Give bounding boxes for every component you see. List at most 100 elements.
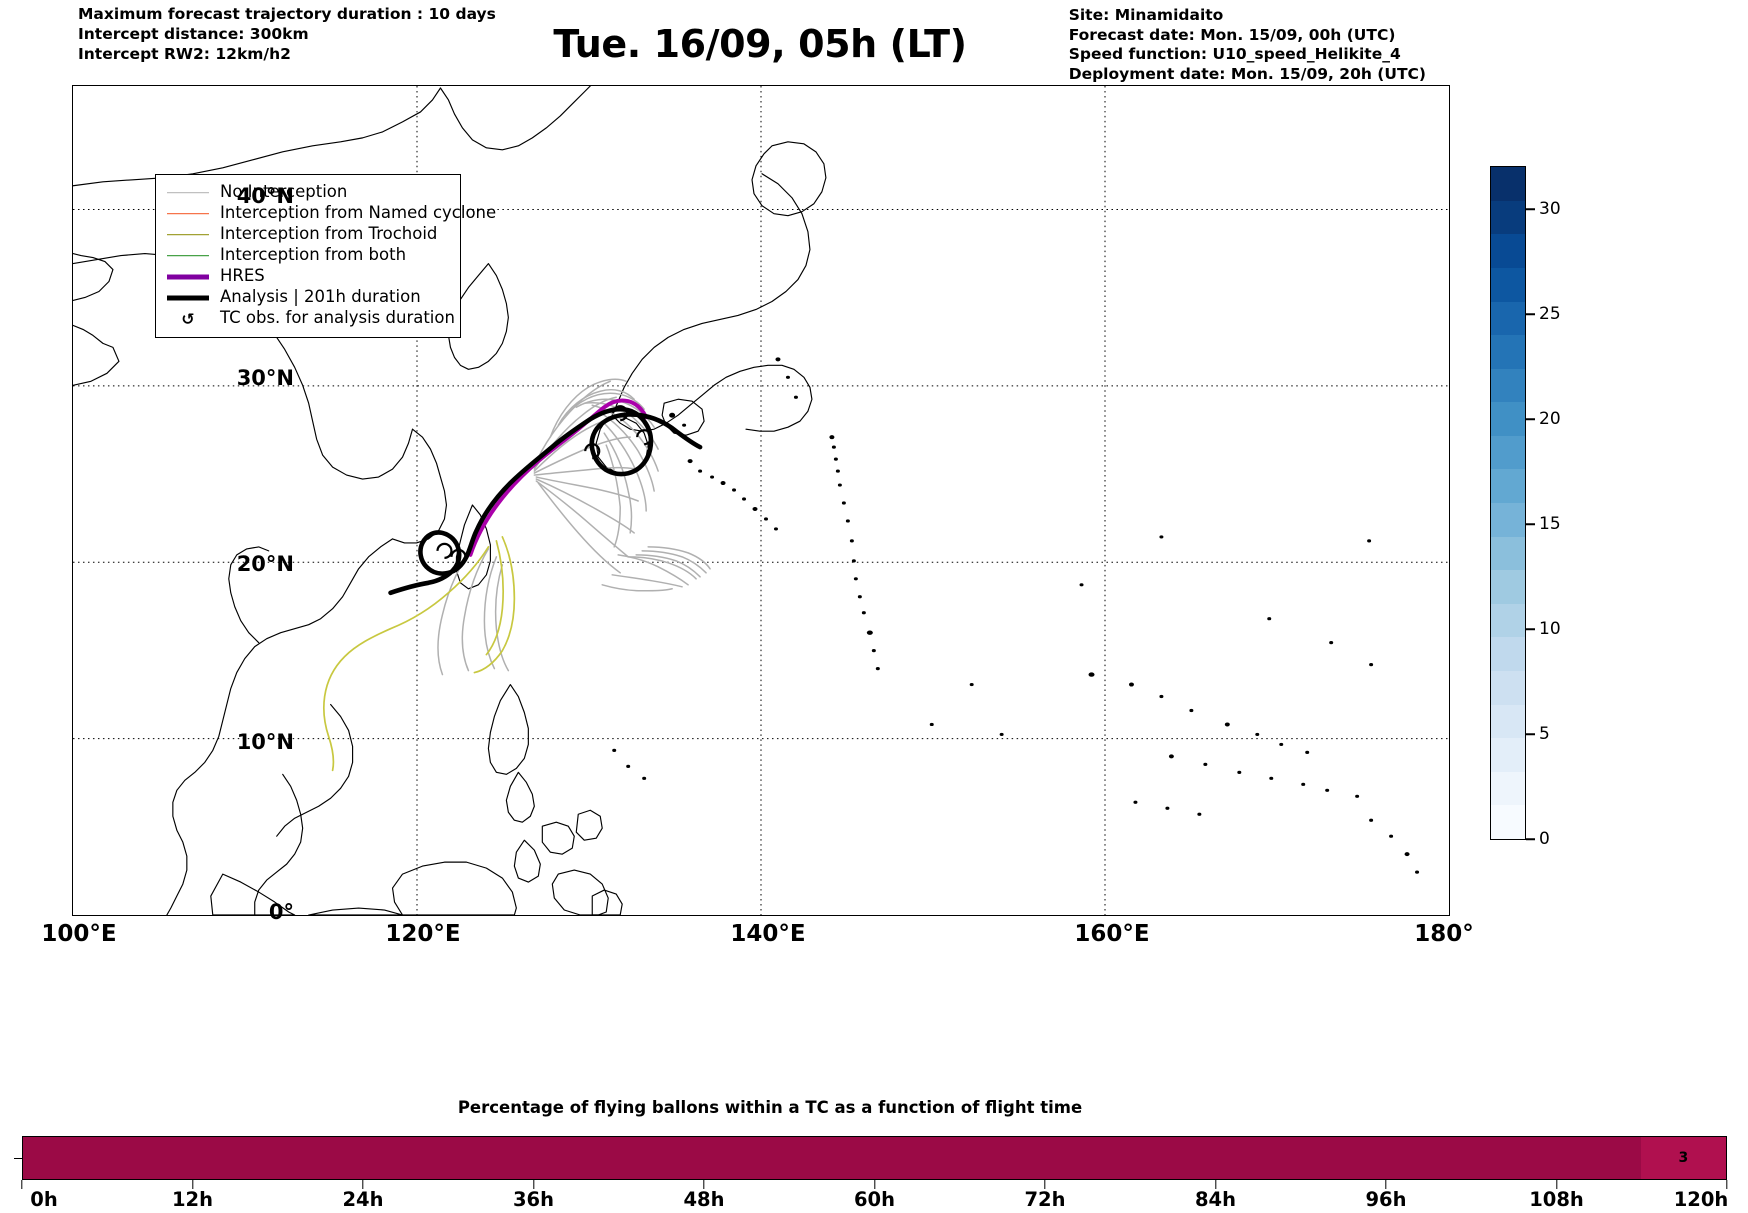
colorbar-cell bbox=[1491, 704, 1525, 739]
colorbar-tick bbox=[1526, 313, 1535, 315]
colorbar-cell bbox=[1491, 570, 1525, 604]
flight-time-tick-label: 120h bbox=[1673, 1188, 1729, 1211]
map-plot-area[interactable]: No Interception Interception from Named c… bbox=[72, 85, 1450, 916]
cyclone-icon: ↺ bbox=[165, 308, 211, 329]
flight-time-tick bbox=[1555, 1180, 1558, 1189]
colorbar-cell bbox=[1491, 200, 1525, 235]
flight-time-tick-label: 84h bbox=[1194, 1188, 1237, 1211]
trajectory-hres bbox=[468, 398, 649, 557]
flight-time-tick-label: 60h bbox=[853, 1188, 896, 1211]
x-tick-label-160e: 160°E bbox=[1074, 921, 1150, 947]
flight-time-tick bbox=[532, 1180, 535, 1189]
colorbar-tick-label: 15 bbox=[1539, 514, 1561, 534]
colorbar-gradient[interactable] bbox=[1490, 166, 1526, 840]
legend-row[interactable]: Interception from both bbox=[165, 245, 451, 266]
legend-row[interactable]: Interception from Named cyclone bbox=[165, 203, 496, 224]
colorbar-tick-label: 0 bbox=[1539, 829, 1550, 849]
cyclone-icon bbox=[436, 542, 453, 559]
trajectory-no-interception bbox=[437, 378, 711, 676]
flight-time-tick-label: 12h bbox=[171, 1188, 214, 1211]
cyclone-icon bbox=[636, 429, 653, 446]
flight-time-tick bbox=[362, 1180, 364, 1189]
speed-function-line: Speed function: U10_speed_Helikite_4 bbox=[1068, 45, 1401, 63]
x-tick-label-120e: 120°E bbox=[385, 921, 461, 947]
colorbar-tick bbox=[1526, 628, 1535, 630]
colorbar-tick bbox=[1526, 523, 1535, 525]
y-tick-label-40n: 40°N bbox=[236, 184, 294, 208]
y-tick-label-20n: 20°N bbox=[236, 552, 294, 576]
flight-time-tick bbox=[1385, 1180, 1387, 1189]
colorbar-tick-label: 30 bbox=[1539, 199, 1561, 219]
legend-line-swatch bbox=[165, 203, 211, 224]
trajectory-trochoid-interception bbox=[323, 536, 516, 772]
colorbar-cell bbox=[1491, 267, 1525, 302]
coastline-paths bbox=[73, 86, 827, 915]
colorbar-cell bbox=[1491, 671, 1525, 705]
legend-row[interactable]: ↺ TC obs. for analysis duration bbox=[165, 308, 455, 329]
legend-label: No Interception bbox=[220, 182, 348, 202]
site-line: Site: Minamidaito bbox=[1068, 6, 1224, 24]
flight-time-segment[interactable] bbox=[23, 1137, 1641, 1179]
forecast-date-line: Forecast date: Mon. 15/09, 00h (UTC) bbox=[1068, 25, 1396, 44]
x-tick-label-180: 180° bbox=[1414, 921, 1474, 947]
legend-label: Analysis | 201h duration bbox=[220, 287, 421, 307]
legend-row[interactable]: Analysis | 201h duration bbox=[165, 287, 451, 308]
flight-time-tick bbox=[21, 1180, 23, 1189]
flight-time-tick-label: 0h bbox=[30, 1188, 58, 1211]
bottom-bar-caption: Percentage of flying ballons within a TC… bbox=[457, 1098, 1083, 1117]
legend-label: Interception from both bbox=[220, 245, 407, 265]
cyclone-glyph: ↺ bbox=[181, 309, 195, 328]
tc-observation-markers bbox=[436, 405, 653, 565]
flight-time-tick bbox=[703, 1180, 705, 1189]
legend-row[interactable]: HRES bbox=[165, 266, 451, 287]
colorbar-tick-label: 10 bbox=[1539, 619, 1561, 639]
legend-row[interactable]: No Interception bbox=[165, 182, 451, 203]
colorbar-tick-label: 5 bbox=[1539, 724, 1550, 744]
colorbar-cell bbox=[1491, 469, 1525, 504]
y-tick-label-10n: 10°N bbox=[236, 730, 294, 754]
legend-label: Interception from Named cyclone bbox=[220, 203, 497, 223]
flight-time-tick bbox=[191, 1180, 194, 1189]
flight-time-tick-label: 108h bbox=[1529, 1188, 1584, 1211]
colorbar-cell bbox=[1491, 771, 1525, 806]
x-tick-label-100e: 100°E bbox=[41, 921, 117, 947]
flight-time-bar[interactable]: 3 bbox=[22, 1136, 1727, 1180]
flight-time-tick-label: 96h bbox=[1365, 1188, 1407, 1211]
colorbar-cell bbox=[1491, 167, 1525, 201]
cyclone-icon bbox=[450, 548, 467, 565]
flight-time-tick-label: 36h bbox=[512, 1188, 555, 1211]
header-left-line-1: Maximum forecast trajectory duration : 1… bbox=[78, 5, 496, 23]
colorbar-cell bbox=[1491, 234, 1525, 268]
cyclone-icon bbox=[584, 443, 601, 460]
legend-row[interactable]: Interception from Trochoid bbox=[165, 224, 451, 245]
flight-time-tick bbox=[873, 1180, 876, 1189]
colorbar-cell bbox=[1491, 603, 1525, 638]
colorbar-cell bbox=[1491, 368, 1525, 403]
bottom-bar-y-tick bbox=[14, 1158, 22, 1160]
colorbar-cell bbox=[1491, 805, 1525, 839]
colorbar-tick bbox=[1526, 418, 1535, 420]
header-left-line-2: Intercept distance: 300km bbox=[78, 25, 309, 43]
flight-time-segment[interactable]: 3 bbox=[1640, 1137, 1726, 1179]
island-specks bbox=[612, 357, 1420, 874]
colorbar-cell bbox=[1491, 335, 1525, 369]
flight-time-tick bbox=[1726, 1180, 1728, 1189]
header-left-block: Maximum forecast trajectory duration : 1… bbox=[78, 4, 496, 64]
x-tick-label-140e: 140°E bbox=[730, 921, 806, 947]
y-tick-label-30n: 30°N bbox=[236, 366, 294, 390]
legend-label: TC obs. for analysis duration bbox=[220, 308, 455, 328]
header-right-block: Site: Minamidaito Forecast date: Mon. 15… bbox=[1069, 6, 1426, 84]
legend-line-swatch bbox=[165, 182, 211, 203]
legend-label: HRES bbox=[220, 266, 265, 286]
colorbar-cell bbox=[1491, 536, 1525, 571]
legend-label: Interception from Trochoid bbox=[220, 224, 438, 244]
legend-line-swatch bbox=[165, 224, 211, 245]
cyclone-icon bbox=[612, 405, 629, 422]
colorbar-tick bbox=[1526, 838, 1535, 840]
deployment-date-line: Deployment date: Mon. 15/09, 20h (UTC) bbox=[1068, 64, 1426, 83]
header-left-line-3: Intercept RW2: 12km/h2 bbox=[78, 45, 291, 63]
flight-time-tick-label: 72h bbox=[1024, 1188, 1066, 1211]
colorbar-container: 0 5 10 15 20 25 30 bbox=[1490, 166, 1561, 849]
colorbar-cell bbox=[1491, 402, 1525, 436]
page-title: Tue. 16/09, 05h (LT) bbox=[553, 22, 967, 66]
